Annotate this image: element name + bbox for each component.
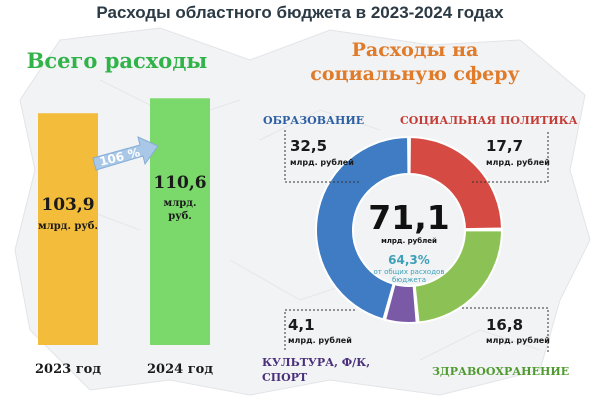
slice-social-policy [408, 135, 504, 231]
bar-2024 [150, 98, 210, 346]
total-expenses-heading: Всего расходы [26, 48, 208, 73]
growth-arrow [92, 136, 159, 171]
value-health: 16,8 [486, 316, 524, 334]
category-education: ОБРАЗОВАНИЕ [263, 114, 365, 127]
unit-social-policy: млрд. рублей [486, 158, 550, 167]
donut-total-value: 71,1 [368, 198, 450, 237]
unit-culture: млрд. рублей [288, 336, 352, 345]
bar-2023 [38, 113, 98, 345]
social-expenses-heading: Расходы на социальную сферу [310, 39, 520, 85]
value-social-policy: 17,7 [486, 137, 524, 155]
value-education: 32,5 [290, 137, 328, 155]
category-social-policy: СОЦИАЛЬНАЯ ПОЛИТИКА [400, 114, 578, 127]
slice-education [315, 135, 410, 321]
bar-value-2023: 103,9 [41, 195, 95, 215]
bar-value-2024: 110,6 [153, 173, 207, 193]
leader-lines [284, 130, 549, 352]
category-health: ЗДРАВООХРАНЕНИЕ [432, 365, 570, 378]
value-culture: 4,1 [288, 316, 315, 334]
unit-education: млрд. рублей [290, 158, 354, 167]
bar-unit-2023: млрд. руб. [38, 221, 98, 232]
year-label-2024: 2024 год [146, 362, 213, 377]
donut-total-unit: млрд. рублей [381, 237, 437, 245]
page-title: Расходы областного бюджета в 2023-2024 г… [96, 3, 504, 22]
slice-health [413, 229, 504, 324]
bar-unit-2024: млрд. руб. [163, 198, 197, 222]
slice-culture [383, 282, 418, 324]
donut-share-note: от общих расходов бюджета [373, 268, 445, 284]
donut-share-percent: 64,3% [388, 253, 430, 267]
year-label-2023: 2023 год [34, 362, 101, 377]
unit-health: млрд. рублей [486, 336, 550, 345]
category-culture: КУЛЬТУРА, Ф/К, СПОРТ [262, 356, 371, 384]
